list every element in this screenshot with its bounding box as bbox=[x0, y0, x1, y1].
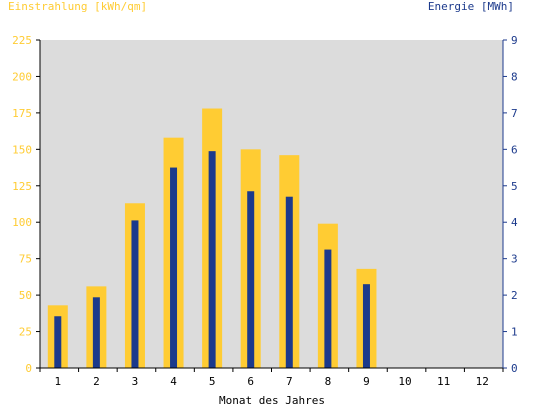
energie-bar-7 bbox=[285, 196, 293, 368]
left-tick-label: 225 bbox=[12, 34, 32, 47]
x-tick-label: 4 bbox=[170, 375, 177, 388]
energie-bar-3 bbox=[131, 220, 139, 368]
left-tick-label: 0 bbox=[25, 362, 32, 375]
right-tick-label: 3 bbox=[511, 253, 518, 266]
energie-bar-8 bbox=[324, 249, 332, 368]
left-tick-label: 25 bbox=[19, 326, 32, 339]
x-axis-title: Monat des Jahres bbox=[219, 394, 325, 407]
right-tick-label: 5 bbox=[511, 180, 518, 193]
right-axis-title: Energie [MWh] bbox=[427, 0, 514, 13]
x-tick-label: 10 bbox=[398, 375, 411, 388]
x-tick-label: 8 bbox=[325, 375, 332, 388]
left-tick-label: 50 bbox=[19, 289, 32, 302]
energie-bar-1 bbox=[54, 316, 62, 368]
left-axis-title: Einstrahlung [kWh/qm] bbox=[8, 0, 148, 13]
right-tick-label: 7 bbox=[511, 107, 518, 120]
right-tick-label: 8 bbox=[511, 70, 518, 83]
x-tick-label: 12 bbox=[476, 375, 489, 388]
right-tick-label: 4 bbox=[511, 216, 518, 229]
energie-bar-5 bbox=[208, 151, 216, 368]
x-tick-label: 6 bbox=[247, 375, 254, 388]
right-tick-label: 9 bbox=[511, 34, 518, 47]
plot-area bbox=[40, 40, 503, 368]
x-tick-label: 11 bbox=[437, 375, 450, 388]
right-tick-label: 6 bbox=[511, 143, 518, 156]
energie-bar-2 bbox=[92, 297, 100, 368]
energie-bar-4 bbox=[170, 167, 178, 368]
left-tick-label: 125 bbox=[12, 180, 32, 193]
left-tick-label: 75 bbox=[19, 253, 32, 266]
right-tick-label: 0 bbox=[511, 362, 518, 375]
left-tick-label: 150 bbox=[12, 143, 32, 156]
right-tick-label: 1 bbox=[511, 326, 518, 339]
x-tick-label: 3 bbox=[132, 375, 139, 388]
x-tick-label: 9 bbox=[363, 375, 370, 388]
energie-bar-9 bbox=[362, 284, 370, 368]
x-tick-label: 7 bbox=[286, 375, 293, 388]
right-tick-label: 2 bbox=[511, 289, 518, 302]
x-tick-label: 5 bbox=[209, 375, 216, 388]
left-tick-label: 200 bbox=[12, 70, 32, 83]
energie-bars bbox=[54, 151, 370, 368]
left-tick-label: 100 bbox=[12, 216, 32, 229]
x-tick-label: 1 bbox=[54, 375, 61, 388]
energie-bar-6 bbox=[247, 191, 255, 368]
left-tick-label: 175 bbox=[12, 107, 32, 120]
x-tick-label: 2 bbox=[93, 375, 100, 388]
